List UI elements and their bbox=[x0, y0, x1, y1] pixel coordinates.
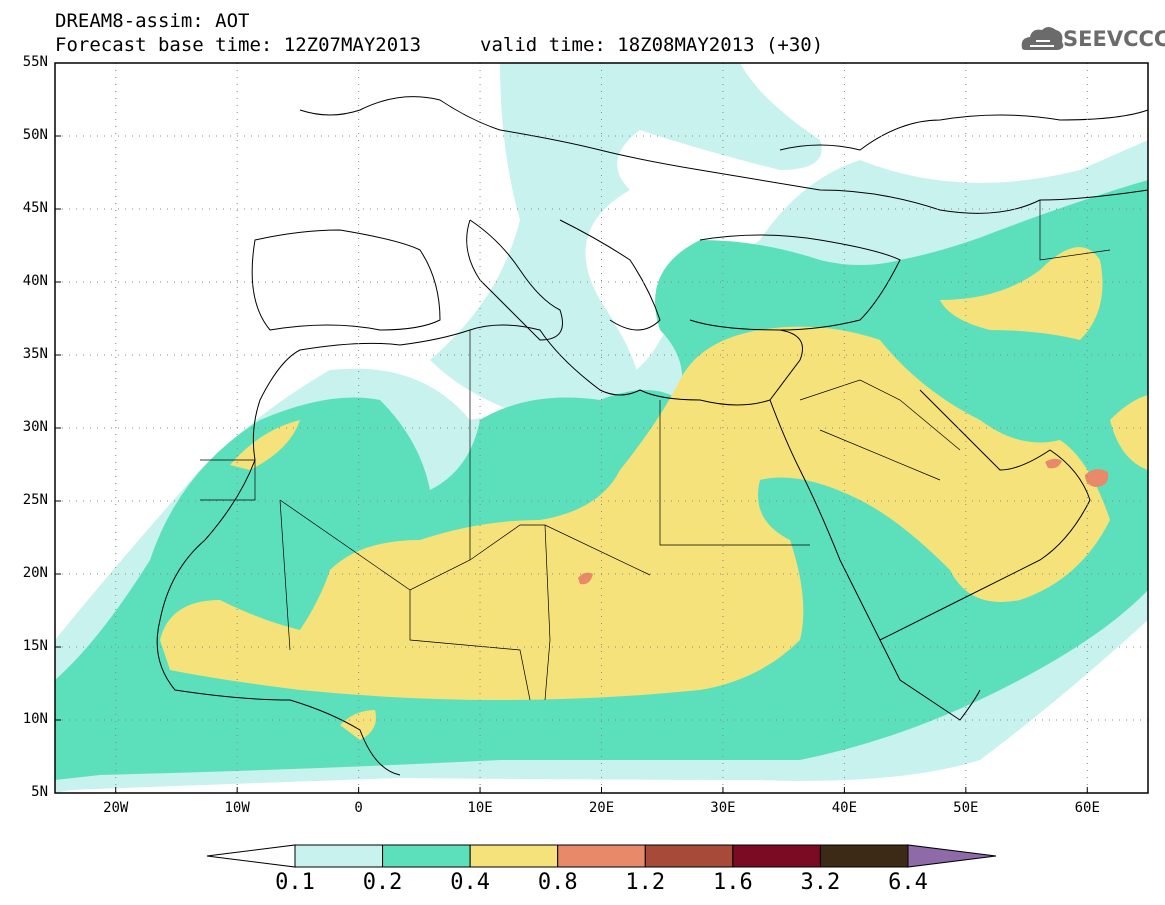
lat-label: 10N bbox=[22, 711, 48, 727]
colorbar-segment bbox=[819, 844, 909, 868]
map-title: DREAM8-assim: AOT bbox=[55, 10, 250, 32]
lon-label: 20W bbox=[103, 800, 129, 816]
aot-fields bbox=[55, 63, 1148, 793]
lat-label: 45N bbox=[22, 200, 48, 216]
colorbar-segment bbox=[557, 844, 646, 868]
lat-label: 30N bbox=[22, 419, 48, 435]
lat-label: 25N bbox=[22, 492, 48, 508]
lat-label: 15N bbox=[22, 638, 48, 654]
aot-band-0.4 bbox=[160, 247, 1148, 740]
lat-label: 50N bbox=[22, 127, 48, 143]
lon-label: 50E bbox=[953, 800, 979, 816]
lon-label: 10W bbox=[224, 800, 250, 816]
colorbar bbox=[206, 844, 997, 868]
valid-time-label: valid time: 18Z08MAY2013 (+30) bbox=[480, 34, 824, 56]
logo-text: SEEVCCC bbox=[1063, 27, 1165, 51]
colorbar-level-label: 1.6 bbox=[712, 870, 753, 895]
lat-label: 55N bbox=[22, 54, 48, 70]
colorbar-segment bbox=[469, 844, 559, 868]
axis-ticks bbox=[55, 62, 1088, 794]
colorbar-left-arrow bbox=[206, 844, 296, 868]
base-time-label: Forecast base time: 12Z07MAY2013 bbox=[55, 34, 422, 56]
cloud-icon bbox=[1021, 27, 1064, 50]
coastlines bbox=[156, 96, 1148, 776]
colorbar-right-arrow bbox=[907, 844, 997, 868]
lon-label: 60E bbox=[1074, 800, 1100, 816]
colorbar-segment bbox=[644, 844, 734, 868]
borders bbox=[200, 200, 1111, 701]
colorbar-level-label: 0.4 bbox=[450, 870, 491, 895]
lat-label: 40N bbox=[22, 273, 48, 289]
colorbar-level-label: 6.4 bbox=[888, 870, 928, 895]
aot-band-0.8 bbox=[578, 458, 1109, 585]
lon-label: 0 bbox=[354, 800, 363, 816]
colorbar-level-label: 0.8 bbox=[537, 870, 578, 895]
lon-label: 40E bbox=[831, 800, 858, 816]
colorbar-level-label: 1.2 bbox=[625, 870, 666, 895]
lat-label: 5N bbox=[31, 784, 48, 800]
colorbar-level-label: 3.2 bbox=[800, 870, 841, 895]
graticule bbox=[55, 63, 1148, 793]
lat-label: 35N bbox=[22, 346, 48, 362]
colorbar-segment bbox=[732, 844, 821, 868]
lon-label: 10E bbox=[467, 800, 493, 816]
colorbar-segment bbox=[294, 844, 384, 868]
lat-label: 20N bbox=[22, 565, 48, 581]
colorbar-level-label: 0.2 bbox=[362, 870, 403, 895]
colorbar-level-label: 0.1 bbox=[275, 870, 315, 895]
lon-label: 30E bbox=[710, 800, 736, 816]
colorbar-segment bbox=[382, 844, 471, 868]
lon-label: 20E bbox=[588, 800, 615, 816]
